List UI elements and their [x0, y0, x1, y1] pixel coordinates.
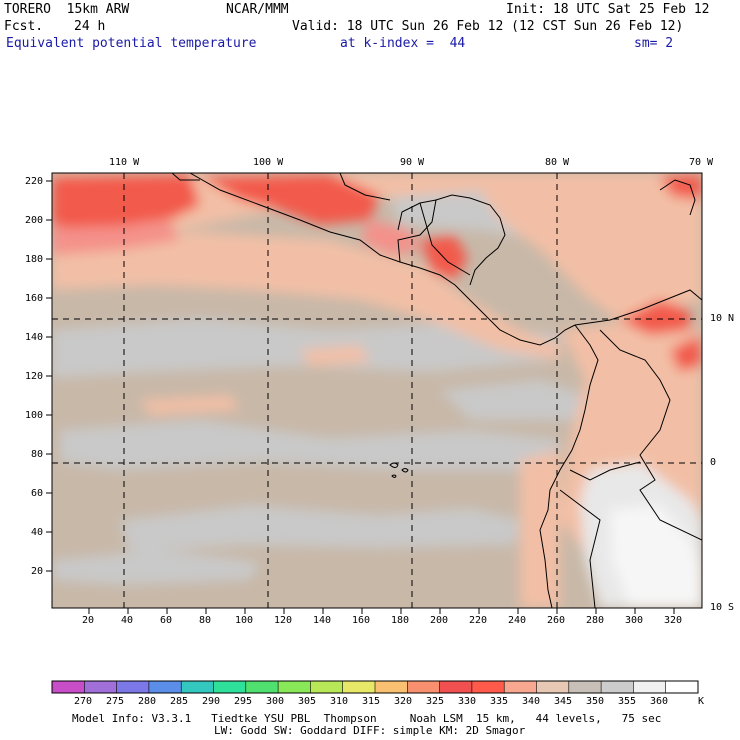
x-axis-ticks	[88, 608, 675, 614]
colorbar-unit: K	[698, 696, 705, 707]
temperature-field	[52, 173, 702, 608]
latitude-label-10n: 10 N	[710, 313, 735, 324]
x-tick-label: 60	[160, 615, 173, 626]
y-tick-label: 160	[25, 293, 44, 304]
x-tick-label: 120	[274, 615, 293, 626]
colorbar-swatch	[116, 681, 150, 693]
model-info-line2: LW: Godd SW: Goddard DIFF: simple KM: 2D…	[214, 724, 526, 737]
y-tick-label: 220	[25, 176, 44, 187]
colorbar-swatch	[52, 681, 85, 693]
forecast-hour: 24 h	[74, 19, 106, 34]
latitude-label-0: 0	[710, 457, 717, 468]
y-tick-label: 140	[25, 332, 44, 343]
x-tick-label: 80	[199, 615, 212, 626]
colorbar-swatch	[278, 681, 311, 693]
x-tick-label: 240	[508, 615, 527, 626]
y-tick-label: 40	[31, 527, 44, 538]
x-tick-label: 180	[391, 615, 410, 626]
colorbar-swatch	[536, 681, 570, 693]
colorbar-label: 290	[202, 696, 221, 707]
smoothing-info: sm= 2	[634, 36, 674, 51]
colorbar-swatch	[181, 681, 214, 693]
center-name: NCAR/MMM	[226, 2, 289, 17]
colorbar-label: 285	[170, 696, 189, 707]
colorbar	[51, 680, 699, 694]
y-tick-label: 100	[25, 410, 44, 421]
x-tick-label: 300	[625, 615, 644, 626]
longitude-label-70w: 70 W	[689, 157, 714, 168]
x-tick-label: 20	[82, 615, 95, 626]
colorbar-label: 345	[554, 696, 573, 707]
colorbar-label: 360	[650, 696, 669, 707]
y-tick-label: 20	[31, 566, 44, 577]
model-name: TORERO 15km ARW	[4, 2, 130, 17]
plot-frame	[51, 172, 703, 609]
x-tick-label: 320	[664, 615, 683, 626]
y-axis-ticks	[46, 180, 52, 572]
colorbar-label: 300	[266, 696, 285, 707]
longitude-label-100w: 100 W	[253, 157, 284, 168]
colorbar-label: 275	[106, 696, 125, 707]
colorbar-swatch	[633, 681, 667, 693]
colorbar-swatch	[310, 681, 344, 693]
longitude-label-80w: 80 W	[545, 157, 570, 168]
field-name: Equivalent potential temperature	[6, 36, 257, 51]
x-tick-label: 260	[547, 615, 566, 626]
y-tick-label: 120	[25, 371, 44, 382]
colorbar-label: 315	[362, 696, 381, 707]
colorbar-swatch	[375, 681, 408, 693]
colorbar-label: 330	[458, 696, 477, 707]
colorbar-label: 340	[522, 696, 541, 707]
colorbar-swatch	[439, 681, 473, 693]
valid-time: Valid: 18 UTC Sun 26 Feb 12 (12 CST Sun …	[292, 19, 684, 34]
y-tick-label: 80	[31, 449, 44, 460]
x-tick-label: 160	[352, 615, 371, 626]
colorbar-swatch	[407, 681, 441, 693]
model-info-line1: Model Info: V3.3.1 Tiedtke YSU PBL Thomp…	[72, 712, 662, 725]
colorbar-swatch	[342, 681, 376, 693]
colorbar-label: 355	[618, 696, 637, 707]
level-info: at k-index = 44	[340, 36, 466, 51]
colorbar-label: 270	[74, 696, 93, 707]
latitude-label-10s: 10 S	[710, 602, 735, 613]
forecast-label: Fcst.	[4, 19, 44, 34]
y-tick-label: 200	[25, 215, 44, 226]
colorbar-swatch	[471, 681, 505, 693]
y-tick-label: 180	[25, 254, 44, 265]
x-tick-label: 140	[313, 615, 332, 626]
longitude-label-110w: 110 W	[109, 157, 140, 168]
colorbar-swatch	[148, 681, 182, 693]
colorbar-swatch	[245, 681, 279, 693]
colorbar-label: 280	[138, 696, 157, 707]
colorbar-label: 335	[490, 696, 509, 707]
colorbar-swatch	[84, 681, 118, 693]
x-tick-label: 100	[235, 615, 254, 626]
colorbar-label: 350	[586, 696, 605, 707]
x-tick-label: 280	[586, 615, 605, 626]
colorbar-swatch	[213, 681, 247, 693]
colorbar-label: 320	[394, 696, 413, 707]
longitude-label-90w: 90 W	[400, 157, 425, 168]
colorbar-label: 325	[426, 696, 445, 707]
x-tick-label: 200	[430, 615, 449, 626]
colorbar-swatch	[665, 681, 699, 693]
colorbar-swatch	[601, 681, 634, 693]
colorbar-label: 310	[330, 696, 349, 707]
colorbar-label: 295	[234, 696, 253, 707]
colorbar-swatch	[568, 681, 602, 693]
x-tick-label: 40	[121, 615, 134, 626]
colorbar-label: 305	[298, 696, 317, 707]
colorbar-swatch	[504, 681, 537, 693]
init-time: Init: 18 UTC Sat 25 Feb 12	[506, 2, 710, 17]
coastlines	[171, 173, 702, 608]
y-tick-label: 60	[31, 488, 44, 499]
graticule	[52, 173, 702, 608]
x-tick-label: 220	[469, 615, 488, 626]
